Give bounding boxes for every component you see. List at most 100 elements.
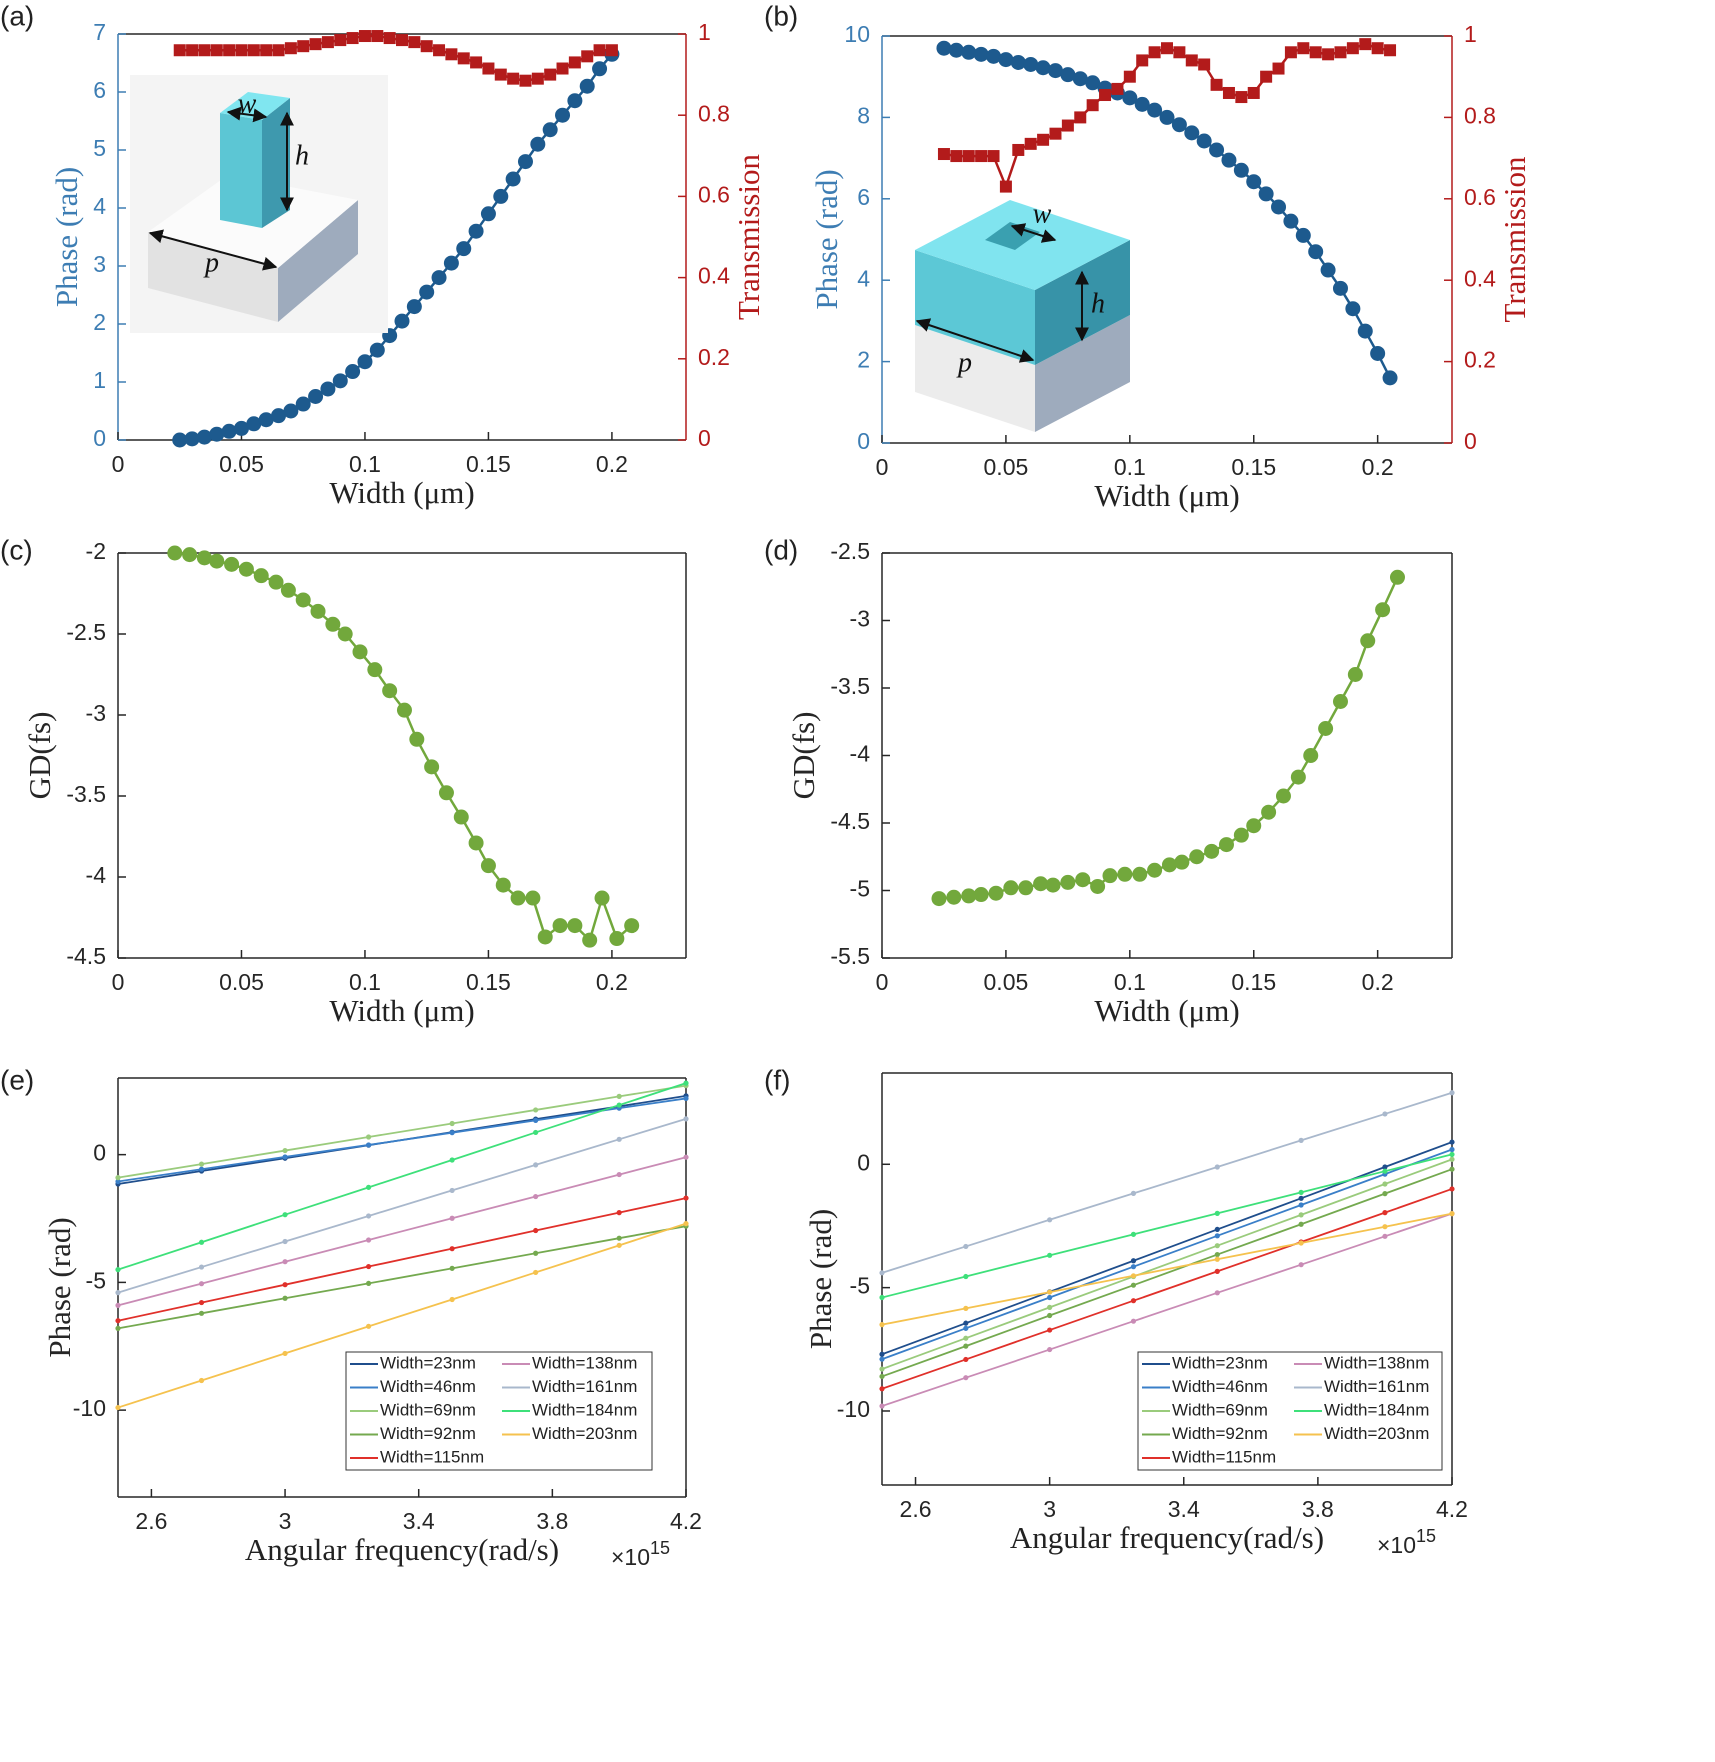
y2-tick-label: 0.2	[698, 344, 730, 370]
marker	[209, 553, 225, 569]
marker	[1214, 1226, 1220, 1233]
marker	[209, 426, 225, 442]
y2-tick-label: 0.8	[698, 100, 730, 126]
marker	[937, 148, 950, 161]
marker	[1449, 1151, 1455, 1158]
marker	[449, 1265, 455, 1271]
marker	[1258, 186, 1274, 202]
marker	[456, 241, 472, 257]
marker	[420, 40, 433, 53]
marker	[282, 1154, 288, 1160]
marker	[1174, 854, 1190, 870]
y-tick-label: 6	[857, 184, 870, 210]
marker	[1173, 46, 1186, 59]
marker	[1214, 1268, 1220, 1274]
y-tick-label: -4	[86, 862, 107, 888]
marker	[272, 44, 285, 57]
marker	[975, 150, 988, 163]
panel: (f) 2.6 3 3.4 3.8 4.2 -10 -5 0 Angular frequency(…	[764, 1064, 1468, 1558]
marker	[1204, 843, 1220, 859]
marker	[419, 284, 435, 300]
series-line	[117, 1197, 687, 1322]
marker	[295, 396, 311, 412]
marker	[593, 44, 606, 57]
marker	[482, 62, 495, 75]
marker	[235, 44, 248, 57]
marker	[115, 1318, 121, 1324]
marker	[1332, 280, 1348, 296]
y-tick-label: 5	[93, 135, 106, 161]
marker	[431, 270, 447, 286]
x-tick-label: 0.15	[1231, 454, 1276, 480]
series-line	[881, 1188, 1453, 1390]
marker	[616, 1171, 622, 1178]
marker	[616, 1210, 622, 1216]
marker	[616, 1242, 622, 1248]
marker	[594, 890, 610, 906]
marker	[998, 52, 1014, 68]
marker	[963, 1325, 969, 1331]
y-tick-label: 2	[93, 309, 106, 335]
marker	[365, 1263, 372, 1270]
marker	[198, 1239, 205, 1245]
legend-label: Width=161nm	[1324, 1377, 1429, 1396]
marker	[1318, 721, 1334, 736]
marker	[1449, 1146, 1455, 1153]
legend-label: Width=92nm	[380, 1424, 476, 1443]
marker	[1297, 42, 1310, 55]
x-tick-label: 0.1	[349, 451, 381, 477]
series-line	[881, 1153, 1453, 1299]
marker	[1357, 323, 1373, 339]
marker	[1298, 1137, 1304, 1143]
marker	[556, 62, 569, 75]
marker	[1389, 569, 1405, 585]
panel-label: (e)	[0, 1064, 34, 1095]
y-tick-label: 0	[93, 425, 106, 451]
y-axis-label: GD(fs)	[786, 712, 821, 800]
y-tick-label: -3	[86, 700, 106, 726]
marker	[1260, 70, 1273, 83]
x-exponent: ×1015	[611, 1538, 670, 1570]
inset-hole-cell: w h p	[915, 198, 1130, 432]
marker	[963, 1356, 969, 1363]
marker	[1210, 78, 1223, 91]
marker	[1214, 1164, 1220, 1170]
marker	[1303, 748, 1319, 763]
marker	[950, 150, 963, 163]
marker	[1382, 1181, 1388, 1187]
marker	[1132, 866, 1148, 882]
y2-axis-label: Transmission	[1497, 156, 1532, 322]
legend-label: Width=92nm	[1172, 1424, 1268, 1443]
marker	[449, 1215, 455, 1221]
marker	[283, 403, 299, 419]
marker	[433, 44, 446, 57]
marker	[443, 255, 459, 271]
x-tick-label: 3.4	[403, 1508, 435, 1534]
marker	[468, 223, 484, 239]
x-tick-label: 4.2	[1436, 1496, 1468, 1522]
panel-label: (d)	[764, 534, 798, 565]
marker	[1209, 142, 1225, 158]
marker	[1130, 1318, 1137, 1324]
marker	[609, 931, 625, 947]
marker	[963, 1305, 969, 1311]
marker	[198, 1281, 205, 1287]
x-tick-label: 0	[876, 969, 889, 995]
marker	[1375, 602, 1391, 618]
marker	[1345, 301, 1361, 317]
series-line	[881, 1148, 1453, 1361]
legend-label: Width=69nm	[380, 1400, 476, 1419]
marker	[1111, 82, 1124, 95]
marker	[1047, 1346, 1053, 1353]
marker	[198, 1161, 205, 1167]
x-tick-label: 2.6	[900, 1496, 932, 1522]
marker	[1049, 127, 1062, 140]
marker	[1382, 1168, 1388, 1174]
marker	[1102, 868, 1118, 884]
marker	[365, 1323, 372, 1329]
marker	[1247, 86, 1260, 99]
x-tick-label: 4.2	[670, 1508, 702, 1534]
marker	[445, 48, 458, 61]
marker	[1047, 1312, 1053, 1319]
marker	[1033, 876, 1049, 892]
